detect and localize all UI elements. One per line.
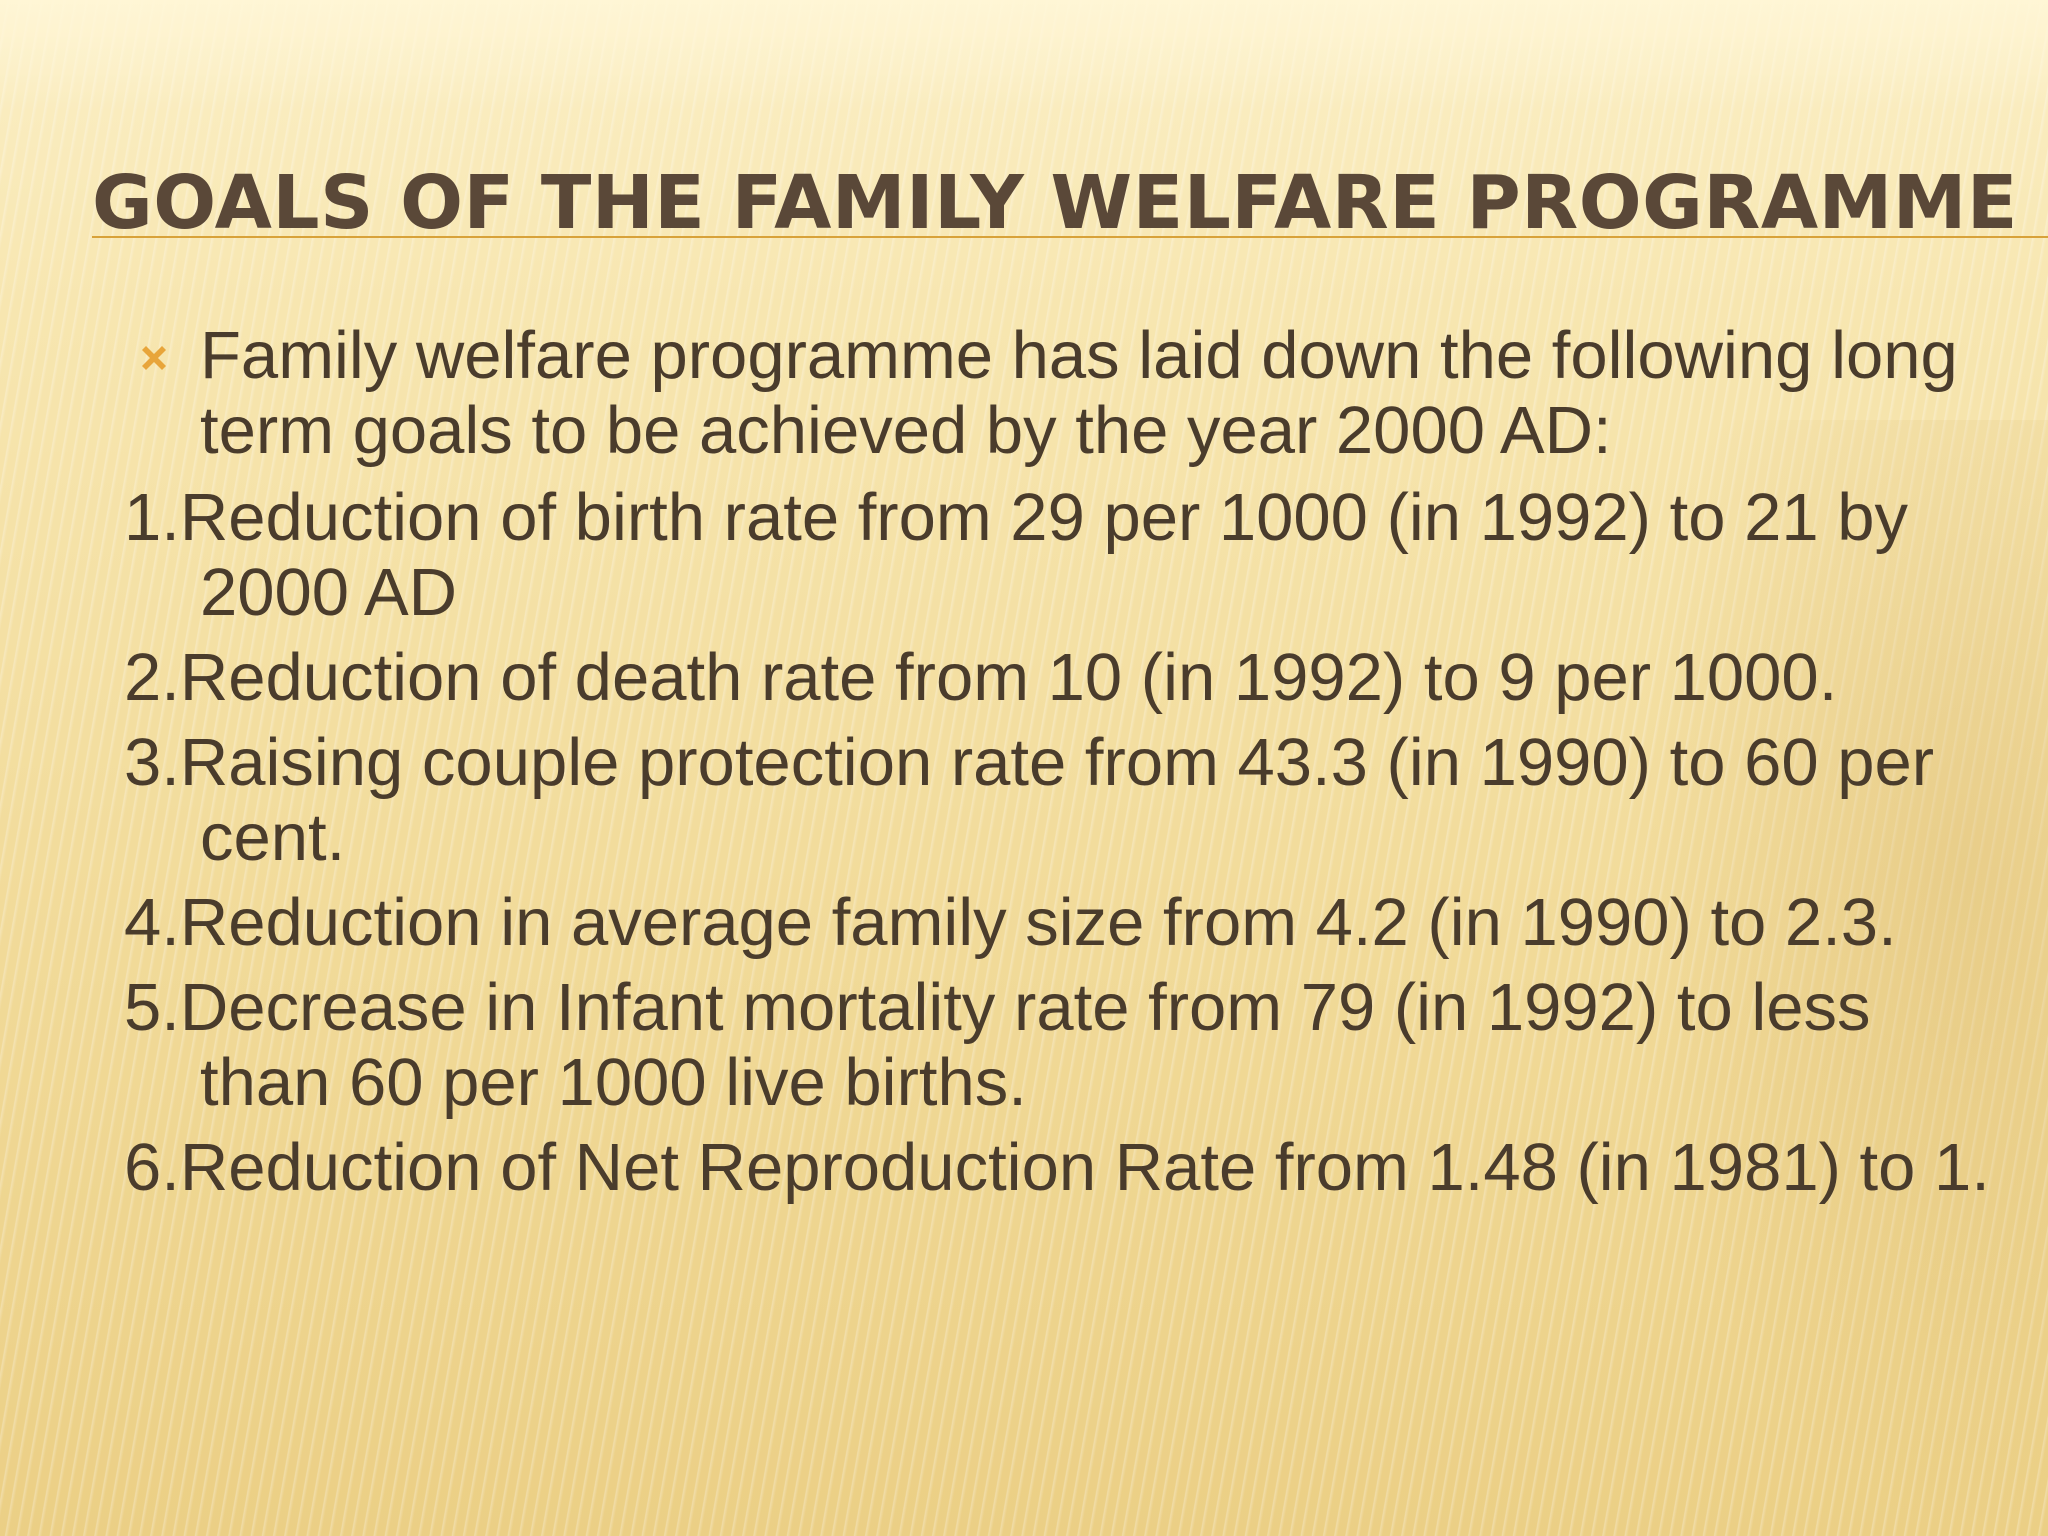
goal-item: 2.Reduction of death rate from 10 (in 19…	[124, 640, 1838, 715]
goal-item: 4.Reduction in average family size from …	[124, 885, 1897, 960]
title-underline	[92, 236, 2048, 238]
intro-bullet-text: Family welfare programme has laid down t…	[200, 318, 1958, 468]
background-shade	[1628, 420, 2048, 1536]
goal-item: 6.Reduction of Net Reproduction Rate fro…	[124, 1130, 1990, 1205]
x-mark-icon	[142, 346, 166, 370]
goal-item: 3.Raising couple protection rate from 43…	[124, 725, 1935, 875]
slide-title: GOALS OF THE FAMILY WELFARE PROGRAMME	[92, 160, 2018, 246]
goal-item: 5.Decrease in Infant mortality rate from…	[124, 970, 1871, 1120]
goal-item: 1.Reduction of birth rate from 29 per 10…	[124, 480, 1909, 630]
slide-body: Family welfare programme has laid down t…	[124, 318, 2004, 1215]
intro-bullet: Family welfare programme has laid down t…	[124, 318, 2004, 468]
background-top-band	[0, 0, 2048, 110]
